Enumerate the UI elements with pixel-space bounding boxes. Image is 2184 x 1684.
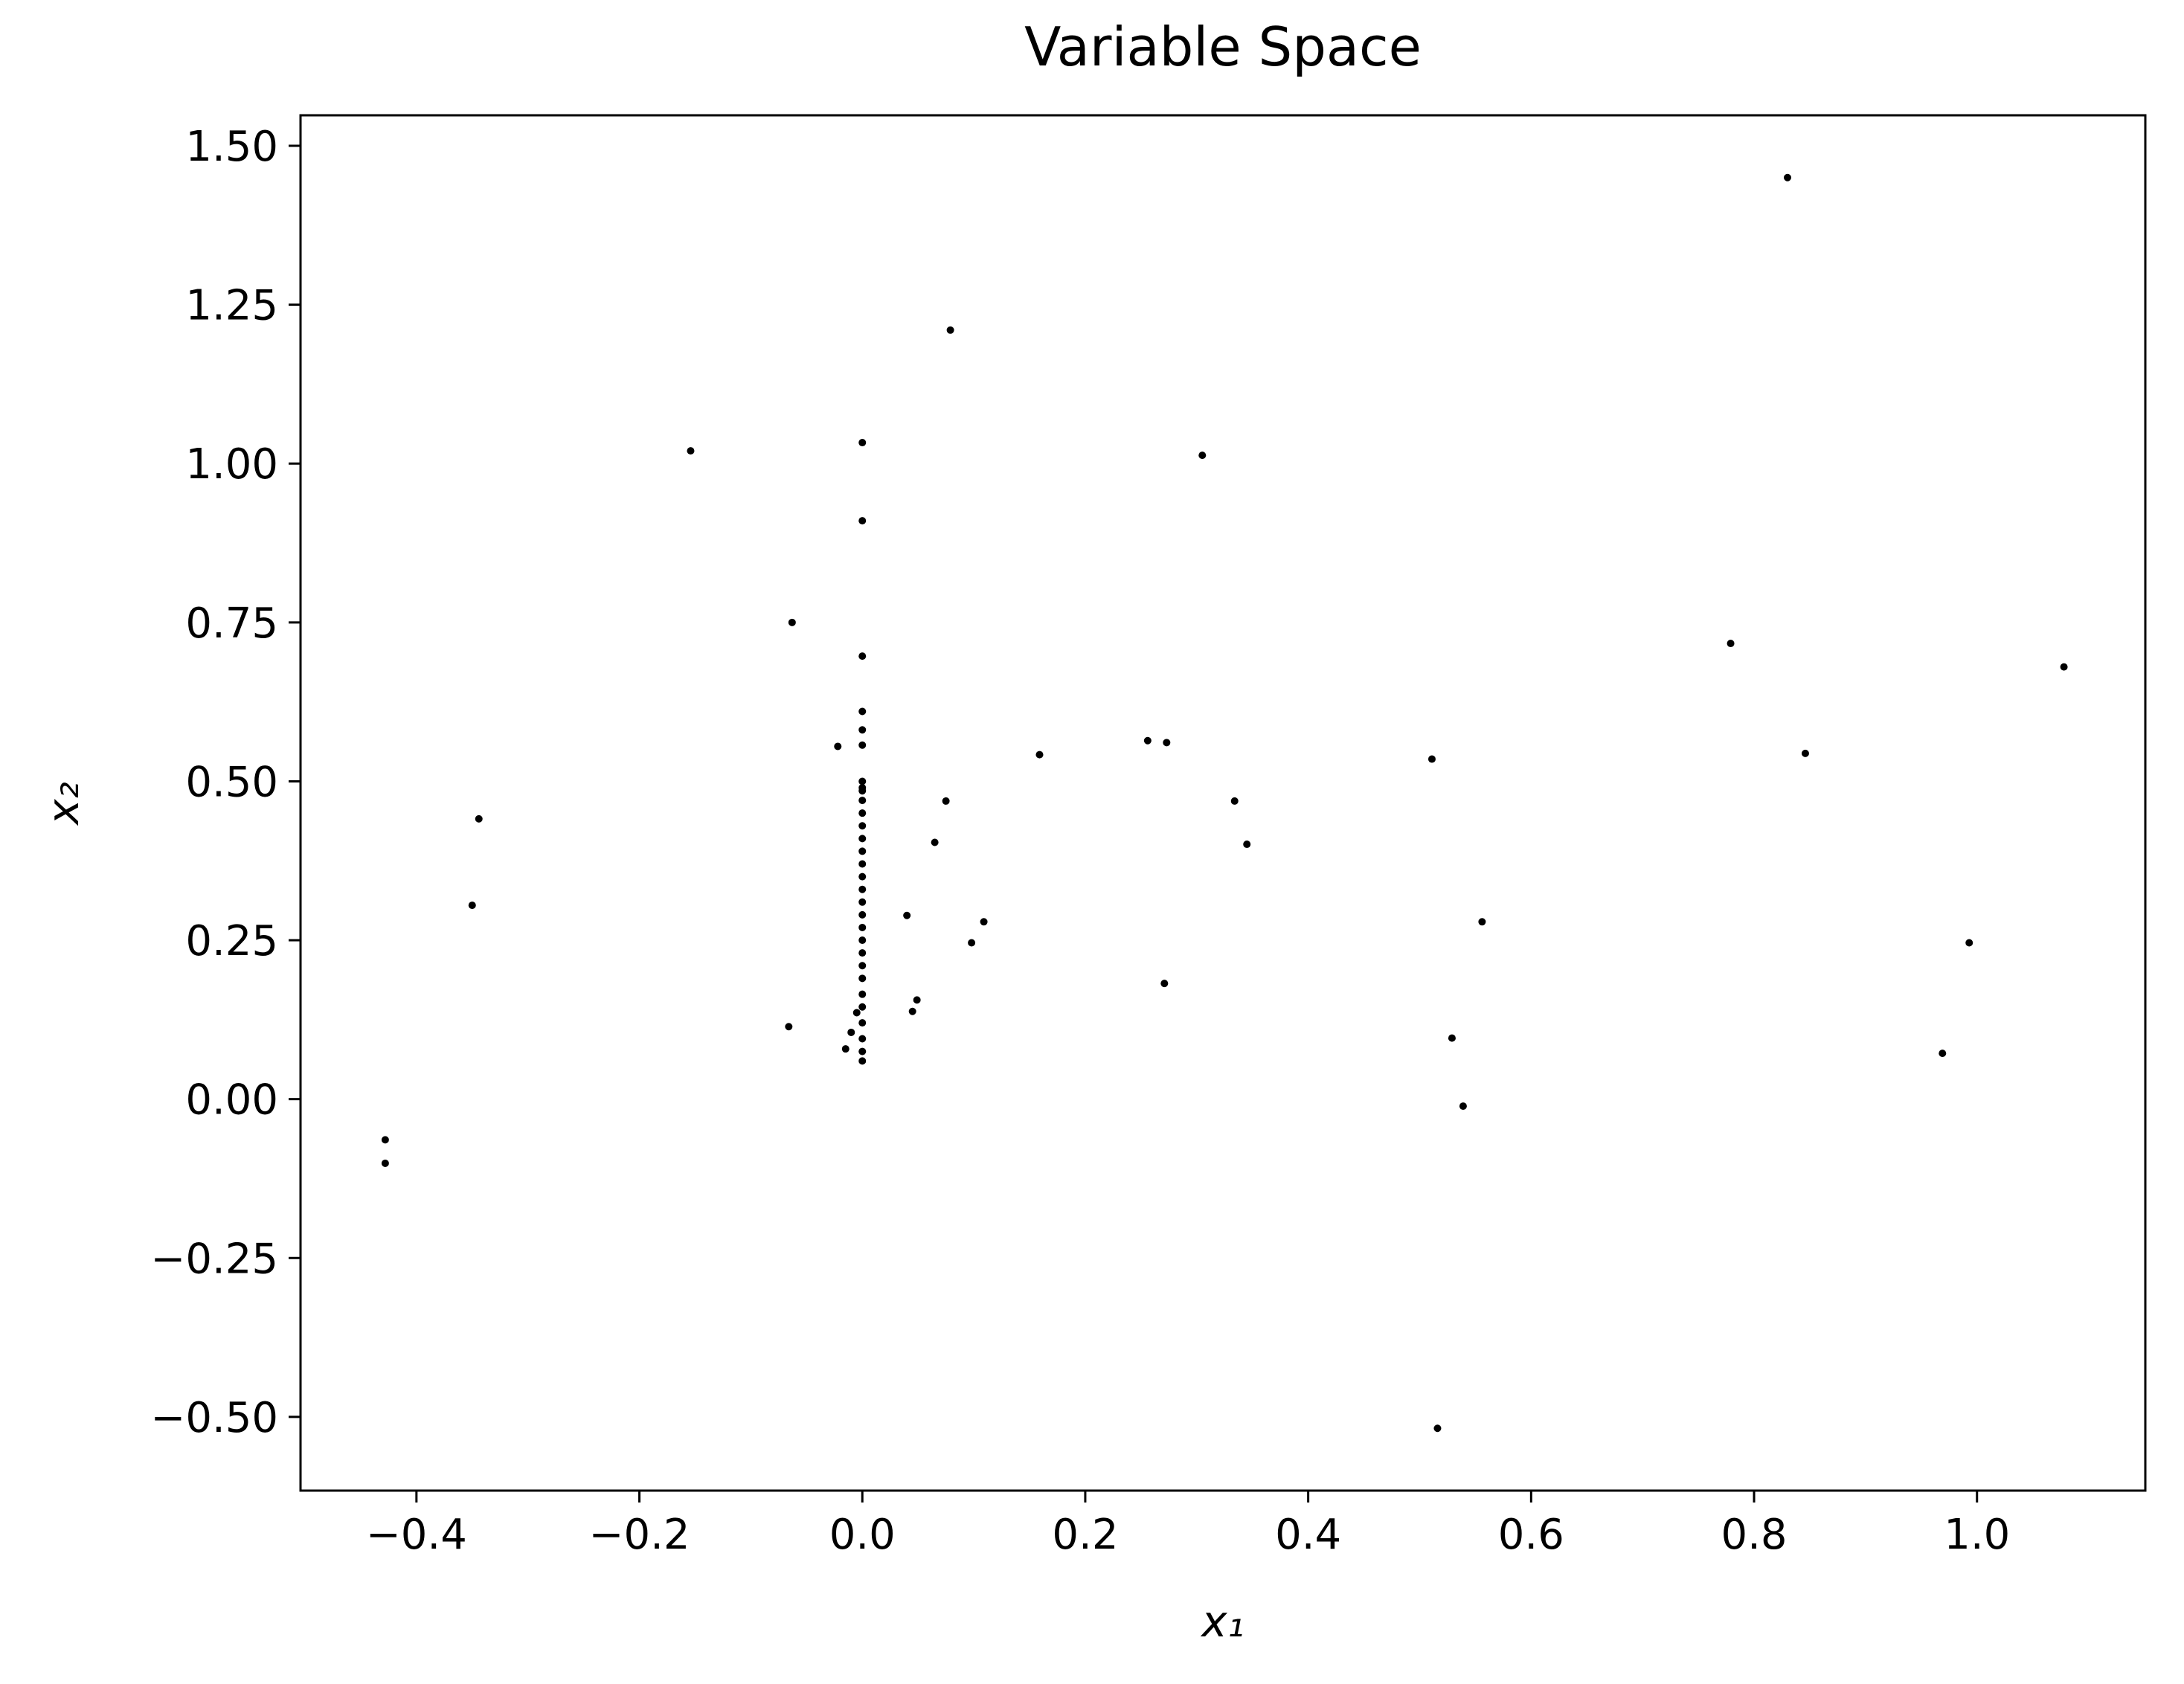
point — [858, 936, 867, 945]
point — [858, 847, 867, 855]
point — [858, 797, 867, 805]
y-tick-label: 1.25 — [185, 282, 278, 330]
point — [1427, 755, 1436, 763]
y-tick-label: 0.25 — [185, 917, 278, 965]
point — [1448, 1034, 1456, 1042]
point — [788, 618, 796, 626]
point — [858, 1019, 867, 1027]
point — [2060, 663, 2068, 671]
point — [858, 741, 867, 749]
point — [1433, 1424, 1442, 1433]
point — [913, 996, 921, 1004]
x-tick-label: 0.0 — [829, 1511, 896, 1559]
point — [858, 962, 867, 970]
point — [858, 1047, 867, 1055]
point — [858, 726, 867, 734]
point — [942, 797, 950, 805]
x-tick-label: 0.4 — [1275, 1511, 1341, 1559]
point — [858, 787, 867, 795]
point — [1939, 1050, 1947, 1058]
point — [903, 911, 911, 919]
point — [858, 898, 867, 906]
y-tick-label: −0.25 — [150, 1235, 278, 1283]
point — [1243, 841, 1251, 849]
y-tick-label: 0.75 — [185, 600, 278, 648]
x-tick-label: 0.8 — [1721, 1511, 1787, 1559]
point — [946, 326, 954, 334]
point — [858, 974, 867, 983]
point — [687, 447, 695, 455]
point — [381, 1136, 389, 1144]
point — [858, 809, 867, 817]
point — [785, 1023, 793, 1031]
point — [1160, 980, 1169, 988]
x-tick-label: 1.0 — [1944, 1511, 2010, 1559]
y-axis-label: x₂ — [38, 782, 89, 826]
point — [858, 990, 867, 998]
y-tick-label: 1.00 — [185, 440, 278, 489]
point — [1035, 751, 1044, 759]
y-tick-label: −0.50 — [150, 1394, 278, 1442]
y-tick-label: 0.00 — [185, 1076, 278, 1125]
point — [1198, 451, 1207, 460]
point — [858, 707, 867, 716]
point — [858, 949, 867, 957]
point — [858, 517, 867, 525]
point — [858, 1035, 867, 1043]
chart-title: Variable Space — [1024, 16, 1422, 78]
point — [858, 860, 867, 868]
plot-frame — [299, 114, 2147, 1492]
y-tick-label: 0.50 — [185, 758, 278, 806]
point — [858, 835, 867, 843]
point — [931, 838, 939, 846]
point — [858, 652, 867, 661]
point — [381, 1159, 389, 1167]
point — [858, 822, 867, 830]
point — [1230, 797, 1239, 805]
x-tick-label: −0.4 — [366, 1511, 467, 1559]
point — [968, 939, 976, 947]
point — [847, 1028, 855, 1036]
point — [475, 814, 483, 823]
point — [858, 777, 867, 785]
point — [858, 910, 867, 919]
point — [1727, 640, 1735, 648]
point — [1478, 918, 1486, 926]
point — [858, 872, 867, 881]
x-axis-label: x₁ — [1200, 1596, 1244, 1647]
x-tick-label: −0.2 — [589, 1511, 690, 1559]
x-tick-label: 0.6 — [1498, 1511, 1564, 1559]
point — [1163, 739, 1171, 747]
point — [1965, 939, 1973, 947]
x-tick-label: 0.2 — [1052, 1511, 1118, 1559]
point — [1783, 173, 1791, 181]
point — [852, 1009, 861, 1017]
point — [1801, 749, 1809, 757]
point — [858, 1003, 867, 1011]
point — [980, 918, 988, 926]
point — [858, 1057, 867, 1065]
point — [858, 923, 867, 931]
point — [1143, 736, 1152, 745]
point — [858, 439, 867, 447]
point — [841, 1045, 849, 1053]
point — [468, 902, 476, 910]
point — [908, 1007, 916, 1015]
point — [858, 885, 867, 893]
point — [834, 742, 842, 751]
y-tick-label: 1.50 — [185, 123, 278, 171]
point — [1459, 1102, 1467, 1111]
